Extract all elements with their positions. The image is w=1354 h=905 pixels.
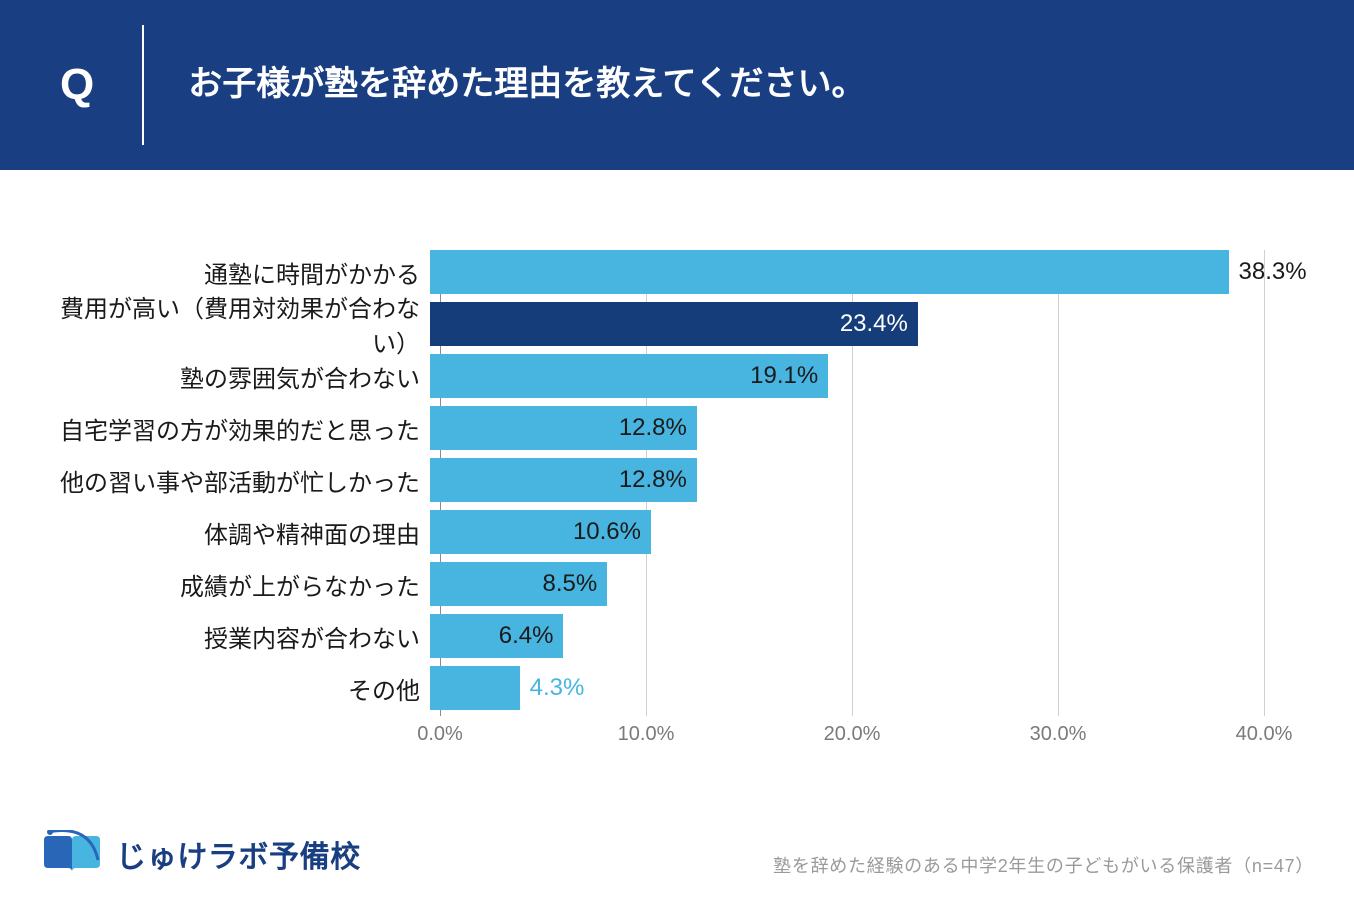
bar-row: 塾の雰囲気が合わない 19.1% xyxy=(60,354,1264,398)
bar-label: 体調や精神面の理由 xyxy=(60,515,430,550)
bar xyxy=(430,250,1229,294)
chart-container: 0.0%10.0%20.0%30.0%40.0%通塾に時間がかかる38.3%費用… xyxy=(20,190,1334,810)
bar-value: 12.8% xyxy=(619,466,687,494)
bar-label: 通塾に時間がかかる xyxy=(60,255,430,290)
x-tick-label: 40.0% xyxy=(1236,723,1293,746)
bar-row: 授業内容が合わない 6.4% xyxy=(60,614,1264,658)
bar-label: 他の習い事や部活動が忙しかった xyxy=(60,463,430,498)
bar-label: 塾の雰囲気が合わない xyxy=(60,359,430,394)
bar-track: 4.3% xyxy=(430,666,1264,710)
bar-label: 成績が上がらなかった xyxy=(60,567,430,602)
q-label: Q xyxy=(60,60,142,110)
x-tick-label: 30.0% xyxy=(1030,723,1087,746)
bar-row: 体調や精神面の理由 10.6% xyxy=(60,510,1264,554)
bar-track: 12.8% xyxy=(430,406,1264,450)
bar-value: 4.3% xyxy=(530,674,585,702)
bar-track: 38.3% xyxy=(430,250,1264,294)
bar-row: 成績が上がらなかった 8.5% xyxy=(60,562,1264,606)
bar-row: 費用が高い（費用対効果が合わない）23.4% xyxy=(60,302,1264,346)
bar-track: 10.6% xyxy=(430,510,1264,554)
brand-logo: じゅけラボ予備校 xyxy=(40,830,361,878)
bar-track: 23.4% xyxy=(430,302,1264,346)
x-tick-label: 20.0% xyxy=(824,723,881,746)
bar xyxy=(430,666,520,710)
book-icon xyxy=(40,830,104,878)
question-text: お子様が塾を辞めた理由を教えてください。 xyxy=(188,61,865,109)
bar-row: その他 4.3% xyxy=(60,666,1264,710)
bar-label: 授業内容が合わない xyxy=(60,619,430,654)
bar-value: 6.4% xyxy=(499,622,554,650)
bar-value: 38.3% xyxy=(1239,258,1307,286)
x-tick-label: 0.0% xyxy=(417,723,463,746)
bar-value: 10.6% xyxy=(573,518,641,546)
bar-label: 自宅学習の方が効果的だと思った xyxy=(60,411,430,446)
bar-value: 23.4% xyxy=(840,310,908,338)
chart-area: 0.0%10.0%20.0%30.0%40.0%通塾に時間がかかる38.3%費用… xyxy=(440,250,1264,760)
bar-value: 8.5% xyxy=(543,570,598,598)
bar-row: 通塾に時間がかかる38.3% xyxy=(60,250,1264,294)
bar-value: 12.8% xyxy=(619,414,687,442)
bar-track: 6.4% xyxy=(430,614,1264,658)
logo-text: じゅけラボ予備校 xyxy=(116,832,361,876)
gridline xyxy=(1264,250,1265,716)
header-divider xyxy=(142,25,144,145)
bar-label: その他 xyxy=(60,671,430,706)
bar-track: 12.8% xyxy=(430,458,1264,502)
bar-track: 8.5% xyxy=(430,562,1264,606)
bar-value: 19.1% xyxy=(750,362,818,390)
footer: じゅけラボ予備校 塾を辞めた経験のある中学2年生の子どもがいる保護者（n=47） xyxy=(0,810,1354,888)
bar-track: 19.1% xyxy=(430,354,1264,398)
sample-footnote: 塾を辞めた経験のある中学2年生の子どもがいる保護者（n=47） xyxy=(773,852,1314,878)
bar-row: 自宅学習の方が効果的だと思った 12.8% xyxy=(60,406,1264,450)
bar-row: 他の習い事や部活動が忙しかった 12.8% xyxy=(60,458,1264,502)
bar-label: 費用が高い（費用対効果が合わない） xyxy=(60,289,430,359)
question-header: Q お子様が塾を辞めた理由を教えてください。 xyxy=(0,0,1354,170)
x-tick-label: 10.0% xyxy=(618,723,675,746)
